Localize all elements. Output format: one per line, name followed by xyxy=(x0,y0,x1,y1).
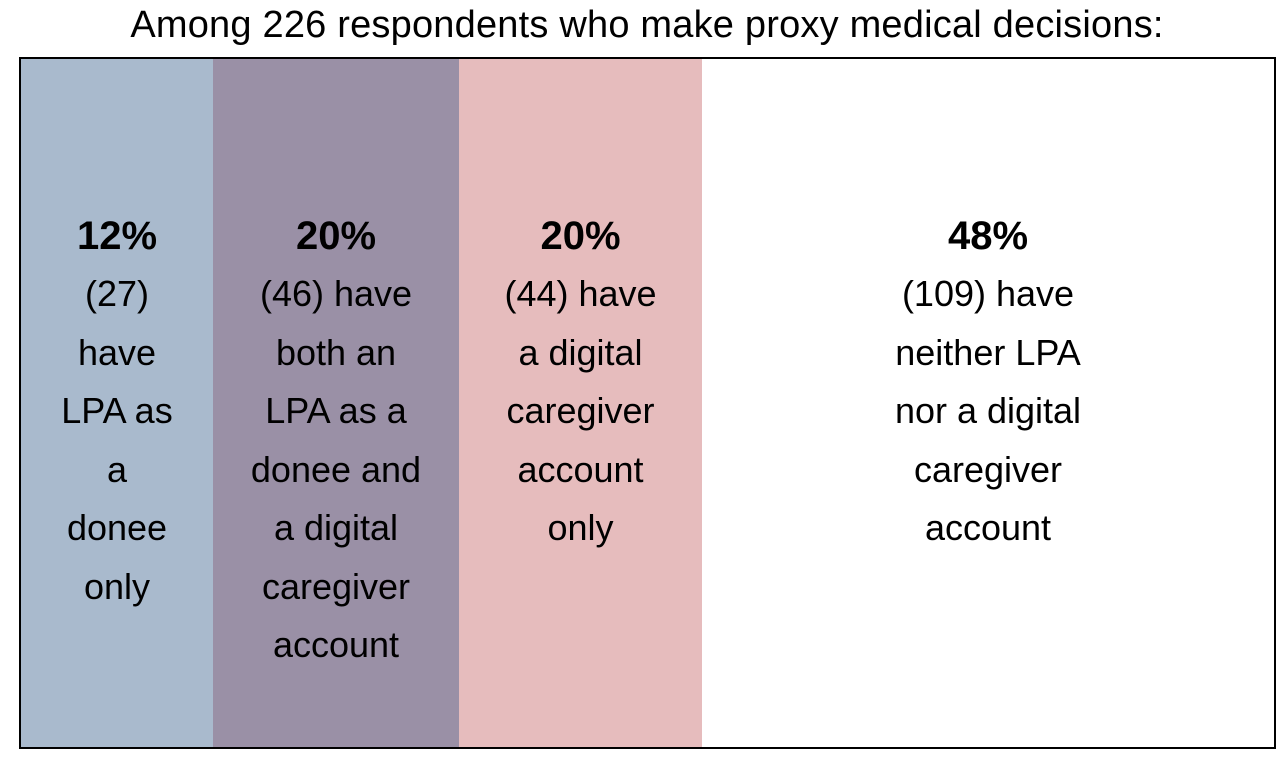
segment-label-both-lpa-and-caregiver: 20% (46) have both an LPA as a donee and a d… xyxy=(213,207,459,675)
segment-percent: 12% xyxy=(76,214,158,258)
segment-description-line: (27) xyxy=(84,273,150,314)
segment-description-line: only xyxy=(83,565,151,607)
segment-percent: 48% xyxy=(947,214,1029,258)
segment-description-line: caregiver xyxy=(261,565,411,607)
segment-description: (109) have neither LPA nor a digital caregi… xyxy=(708,265,1268,558)
segment-both-lpa-and-caregiver: 20% (46) have both an LPA as a donee and a d… xyxy=(213,59,459,747)
segment-description-line: (46) have xyxy=(259,273,413,314)
segment-label-caregiver-account-only: 20% (44) have a digital caregiver account on… xyxy=(459,207,702,558)
segment-description-line: donee xyxy=(66,507,168,548)
segment-description-line: a digital xyxy=(273,507,399,548)
segment-description-line: nor a digital xyxy=(894,390,1082,431)
segment-description-line: have xyxy=(77,331,157,373)
segment-description: (44) have a digital caregiver account only xyxy=(465,265,696,558)
segment-description-line: LPA as a xyxy=(265,390,407,431)
segment-lpa-donee-only: 12% (27) have LPA as a donee only xyxy=(21,59,213,747)
segment-caregiver-account-only: 20% (44) have a digital caregiver account on… xyxy=(459,59,702,747)
segment-description-line: neither LPA xyxy=(895,331,1081,373)
segment-label-neither: 48% (109) have neither LPA nor a digital ca… xyxy=(702,207,1274,558)
chart-title: Among 226 respondents who make proxy med… xyxy=(130,4,1164,46)
segment-description-line: account xyxy=(517,448,644,490)
segment-percent: 20% xyxy=(540,214,621,258)
segment-description-line: both an xyxy=(275,331,397,373)
segment-description-line: a digital xyxy=(518,331,643,373)
segment-description-line: caregiver xyxy=(913,448,1063,490)
segment-description-line: LPA as xyxy=(61,390,173,431)
segment-description: (27) have LPA as a donee only xyxy=(27,265,207,616)
segment-label-lpa-donee-only: 12% (27) have LPA as a donee only xyxy=(21,207,213,616)
segment-description-line: account xyxy=(272,624,400,665)
segment-description: (46) have both an LPA as a donee and a digit… xyxy=(219,265,453,675)
segment-description-line: caregiver xyxy=(506,390,655,431)
segment-description-line: donee and xyxy=(250,448,422,490)
segment-percent: 20% xyxy=(295,214,377,258)
segment-description-line: (44) have xyxy=(504,273,657,314)
segment-description-line: only xyxy=(547,507,614,548)
stacked-bar-frame: 12% (27) have LPA as a donee only 20% (46) ha… xyxy=(19,57,1276,749)
segment-description-line: (109) have xyxy=(901,273,1075,314)
segment-neither: 48% (109) have neither LPA nor a digital ca… xyxy=(702,59,1274,747)
segment-description-line: a xyxy=(106,448,128,490)
segment-description-line: account xyxy=(924,507,1052,548)
